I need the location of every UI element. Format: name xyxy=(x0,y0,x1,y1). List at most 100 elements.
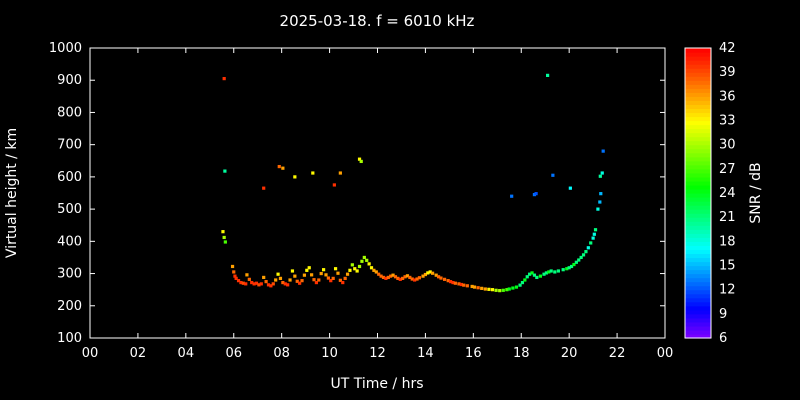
data-point xyxy=(357,157,362,161)
colorbar-segment xyxy=(685,148,711,154)
colorbar-segment xyxy=(685,72,711,77)
data-point xyxy=(480,286,484,290)
colorbar-segment xyxy=(685,285,711,291)
colorbar-segment xyxy=(685,124,711,130)
data-point xyxy=(434,273,438,277)
colorbar-segment xyxy=(685,96,711,101)
data-point xyxy=(222,235,226,240)
data-point xyxy=(357,264,362,269)
colorbar-segment xyxy=(685,84,711,89)
colorbar-segment xyxy=(685,229,711,234)
data-point xyxy=(542,272,546,276)
data-point xyxy=(234,276,238,280)
data-point xyxy=(530,271,534,275)
data-point xyxy=(360,259,364,263)
colorbar-segment xyxy=(685,209,711,214)
data-point xyxy=(259,282,263,286)
data-point xyxy=(601,149,605,153)
y-tick-label: 600 xyxy=(57,170,82,185)
data-point xyxy=(257,283,261,287)
colorbar-tick-label: 27 xyxy=(719,162,736,177)
data-point xyxy=(262,186,266,190)
data-point xyxy=(305,268,309,272)
data-point xyxy=(245,273,249,277)
y-tick-label: 100 xyxy=(57,331,82,346)
colorbar-tick-label: 39 xyxy=(719,65,736,80)
data-point xyxy=(367,262,371,266)
colorbar-segment xyxy=(685,213,711,218)
colorbar-label: SNR / dB xyxy=(748,162,764,223)
data-point xyxy=(448,280,453,284)
data-point xyxy=(290,269,295,273)
colorbar-segment xyxy=(685,321,711,327)
colorbar-segment xyxy=(685,325,711,331)
colorbar-segment xyxy=(685,237,711,242)
colorbar-segment xyxy=(685,172,711,178)
data-points xyxy=(221,73,605,293)
colorbar-segment xyxy=(685,253,711,259)
data-point xyxy=(525,275,529,279)
colorbar-segment xyxy=(685,257,711,263)
data-point xyxy=(379,274,383,278)
colorbar-segment xyxy=(685,273,711,279)
data-point xyxy=(333,267,338,271)
colorbar-segment xyxy=(685,92,711,97)
data-point xyxy=(593,228,598,232)
y-tick-label: 500 xyxy=(57,202,82,217)
data-point xyxy=(338,171,342,175)
data-point xyxy=(236,279,241,283)
data-point xyxy=(250,280,254,285)
data-point xyxy=(546,73,550,77)
colorbar-segment xyxy=(685,201,711,206)
colorbar-segment xyxy=(685,100,711,105)
data-point xyxy=(459,282,463,287)
x-axis-label: UT Time / hrs xyxy=(330,376,423,392)
colorbar-segment xyxy=(685,197,711,202)
data-point xyxy=(494,288,498,292)
data-point xyxy=(507,287,511,291)
x-tick-label: 06 xyxy=(225,346,242,361)
colorbar-segment xyxy=(685,249,711,255)
data-point xyxy=(266,283,271,287)
data-point xyxy=(423,272,428,277)
colorbar-segment xyxy=(685,317,711,323)
x-tick-label: 02 xyxy=(130,346,147,361)
colorbar-segment xyxy=(685,160,711,166)
data-point xyxy=(549,269,553,273)
data-point xyxy=(350,263,354,267)
colorbar-segment xyxy=(685,144,711,150)
data-point xyxy=(348,268,352,272)
data-point xyxy=(598,174,602,178)
data-point xyxy=(520,280,525,285)
data-point xyxy=(569,264,574,269)
data-point xyxy=(288,278,292,282)
data-point xyxy=(326,276,330,280)
data-point xyxy=(405,274,410,278)
y-tick-label: 1000 xyxy=(49,41,82,56)
data-point xyxy=(336,271,340,275)
colorbar-segment xyxy=(685,313,711,319)
data-point xyxy=(535,275,539,280)
data-point xyxy=(300,279,304,283)
data-point xyxy=(232,270,236,274)
colorbar-segment xyxy=(685,221,711,226)
data-point xyxy=(599,192,603,196)
data-point xyxy=(428,270,432,274)
data-point xyxy=(355,269,359,273)
data-point xyxy=(262,275,266,280)
data-point xyxy=(596,207,600,211)
y-tick-label: 800 xyxy=(57,105,82,120)
data-point xyxy=(403,275,407,279)
colorbar-segment xyxy=(685,233,711,238)
data-point xyxy=(324,273,328,277)
colorbar-segment xyxy=(685,309,711,315)
x-tick-label: 04 xyxy=(178,346,195,361)
data-point xyxy=(365,258,369,262)
data-point xyxy=(598,200,602,204)
data-point xyxy=(453,281,457,285)
data-point xyxy=(283,282,287,286)
colorbar-segment xyxy=(685,112,711,118)
data-point xyxy=(311,171,315,175)
data-point xyxy=(600,171,604,175)
